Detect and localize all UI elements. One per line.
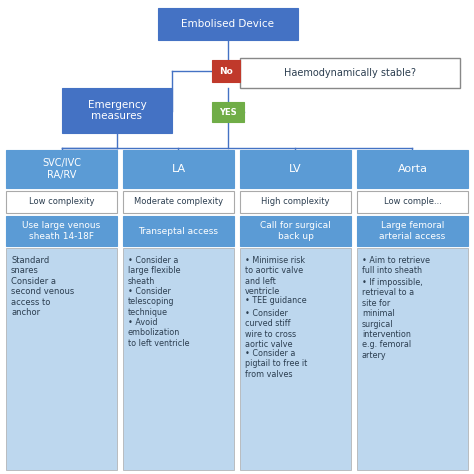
Text: Moderate complexity: Moderate complexity [134,198,223,207]
Text: • Consider a
large flexible
sheath: • Consider a large flexible sheath [128,256,181,286]
Bar [123,150,234,188]
Bar [357,248,468,470]
Bar [62,88,172,133]
Text: Large femoral
arterial access: Large femoral arterial access [379,221,446,241]
Text: Embolised Device: Embolised Device [182,19,274,29]
Bar [240,58,460,88]
Text: Use large venous
sheath 14-18F: Use large venous sheath 14-18F [22,221,100,241]
Bar [6,150,117,188]
Bar [240,150,351,188]
Text: Haemodynamically stable?: Haemodynamically stable? [284,68,416,78]
Bar [212,60,240,82]
Text: • Minimise risk
to aortic valve
and left
ventricle: • Minimise risk to aortic valve and left… [245,256,305,296]
Text: • TEE guidance: • TEE guidance [245,296,307,305]
Bar [212,102,244,122]
Bar [123,191,234,213]
Text: Aorta: Aorta [398,164,428,174]
Bar [240,248,351,470]
Text: • Consider
curved stiff
wire to cross
aortic valve: • Consider curved stiff wire to cross ao… [245,309,296,349]
Bar [240,216,351,246]
Text: • Consider
telescoping
technique: • Consider telescoping technique [128,287,174,317]
Text: • Avoid
embolization
to left ventricle: • Avoid embolization to left ventricle [128,318,190,348]
Text: No: No [219,66,233,75]
Text: LV: LV [289,164,302,174]
Bar [240,191,351,213]
Bar [123,216,234,246]
Text: • Consider a
pigtail to free it
from valves: • Consider a pigtail to free it from val… [245,349,307,379]
Text: Call for surgical
back up: Call for surgical back up [260,221,331,241]
Bar [357,150,468,188]
Bar [123,248,234,470]
Bar [6,248,117,470]
Bar [6,216,117,246]
Text: Emergency
measures: Emergency measures [88,100,146,121]
Text: Transeptal access: Transeptal access [138,227,219,236]
Text: LA: LA [172,164,185,174]
Bar [6,191,117,213]
Bar [158,8,298,40]
Text: Low comple...: Low comple... [383,198,441,207]
Text: SVC/IVC
RA/RV: SVC/IVC RA/RV [42,158,81,180]
Text: • If impossible,
retrieval to a
site for
minimal
surgical
intervention
e.g. femo: • If impossible, retrieval to a site for… [362,278,423,360]
Text: YES: YES [219,108,237,117]
Text: • Aim to retrieve
full into sheath: • Aim to retrieve full into sheath [362,256,430,275]
Text: Standard
snares
Consider a
second venous
access to
anchor: Standard snares Consider a second venous… [11,256,74,317]
Bar [357,216,468,246]
Text: Low complexity: Low complexity [29,198,94,207]
Bar [357,191,468,213]
Text: High complexity: High complexity [261,198,330,207]
